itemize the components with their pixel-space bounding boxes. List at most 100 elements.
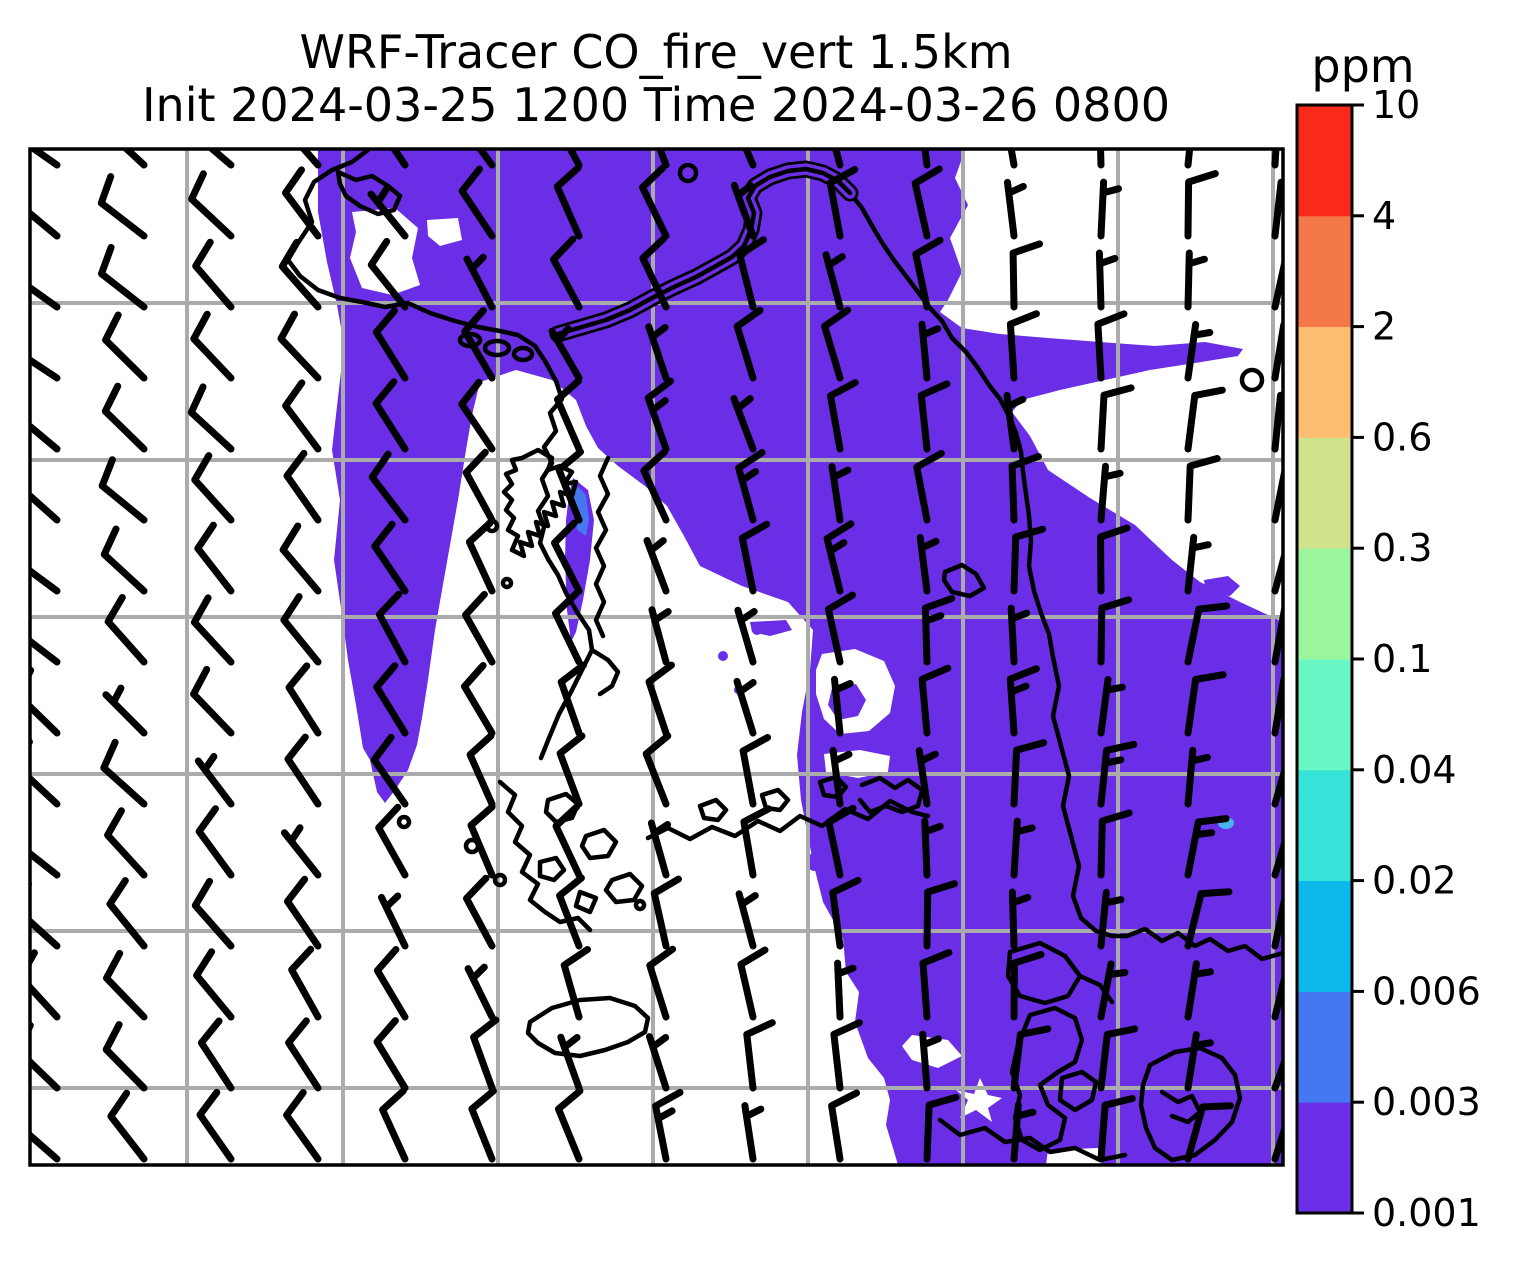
wind-barb [470, 1016, 500, 1092]
wind-barb [739, 734, 772, 808]
wind-barb [557, 661, 587, 737]
wind-barb [278, 238, 322, 311]
wind-barb [1184, 321, 1214, 382]
wind-barb [1008, 453, 1042, 524]
wind-barb [915, 747, 939, 808]
wind-barb [284, 733, 322, 808]
wind-barb [1184, 1031, 1214, 1092]
wind-barb [652, 1088, 684, 1163]
wind-barb [566, 149, 583, 169]
wind-barb [738, 520, 771, 595]
wind-barb [373, 662, 409, 737]
wind-barb [98, 456, 148, 524]
wind-barb [827, 379, 859, 453]
wind-barb [30, 421, 61, 453]
wind-barb [1097, 524, 1131, 595]
wind-barb [367, 185, 409, 240]
wind-barb [919, 1030, 942, 1092]
wind-barb [371, 520, 409, 595]
colorbar-segment [1297, 769, 1352, 882]
wind-barb [917, 380, 951, 453]
wind-barb [918, 320, 942, 382]
wind-barb [102, 311, 148, 382]
colorbar-segment [1297, 548, 1352, 660]
wind-barb [1010, 1101, 1037, 1163]
round-island [1239, 367, 1265, 393]
wind-barb [1184, 888, 1233, 950]
wind-barb [373, 1017, 409, 1092]
islet [492, 872, 508, 888]
wind-barb [1004, 178, 1027, 240]
wind-barb [30, 617, 61, 666]
wind-barb [1184, 170, 1219, 240]
wind-barb [923, 1093, 960, 1163]
wind-barb [279, 522, 322, 595]
river-centerline [555, 166, 853, 337]
wind-barb [644, 377, 674, 453]
wind-barb [1007, 149, 1018, 169]
colorbar-segment [1297, 659, 1352, 771]
wind-barb [735, 890, 759, 950]
wind-barb [828, 463, 852, 524]
wind-barb [1097, 1095, 1136, 1163]
wind-barb [552, 803, 583, 879]
wind-barb [1097, 676, 1126, 737]
wind-barb [104, 807, 148, 879]
wind-barb [467, 803, 496, 879]
wind-barb [736, 236, 767, 311]
wind-barb [923, 880, 958, 950]
wind-barb [552, 590, 583, 666]
wind-barb [192, 238, 235, 311]
wind-barb [373, 946, 409, 1021]
coastline-fjords [501, 447, 579, 559]
archipelago-blob [573, 889, 599, 915]
wind-barb [1271, 1122, 1283, 1163]
wind-barb [30, 738, 61, 808]
wind-barb [1271, 149, 1280, 169]
wind-barb [190, 310, 235, 382]
coastline-bay-loop [335, 169, 403, 217]
colorbar-tick-label: 0.001 [1372, 1191, 1481, 1235]
coastline-bottom-right [1124, 926, 1283, 962]
plot-title-line1: WRF-Tracer CO_fire_vert 1.5km [299, 25, 1012, 79]
colorbar-ticks: 0.001 0.003 0.006 0.02 0.04 0.1 0.3 0.6 2 4 10 [1352, 83, 1481, 1235]
wind-barb [1271, 254, 1283, 311]
wind-barb [97, 173, 148, 240]
wind-barb [1008, 888, 1032, 950]
wind-barb [556, 732, 586, 808]
wind-barb [832, 149, 844, 169]
wind-barb [463, 253, 496, 311]
wind-barb [648, 606, 672, 666]
wind-barb [1271, 464, 1283, 524]
wind-barb [829, 746, 853, 808]
plot-title-line2: Init 2024-03-25 1200 Time 2024-03-26 080… [142, 78, 1170, 132]
wind-barb [737, 946, 769, 1021]
wind-barb [193, 948, 235, 1021]
wind-barb [1006, 310, 1040, 382]
wind-barb [190, 594, 235, 666]
wind-barb [197, 1017, 235, 1092]
wind-barb [640, 448, 670, 524]
wind-barb [30, 1021, 61, 1092]
wind-barb [100, 525, 148, 595]
wind-barb [188, 170, 235, 240]
wind-barb [206, 149, 235, 169]
wind-barb [367, 237, 409, 311]
wind-barb [650, 875, 682, 950]
wind-barb [1010, 951, 1045, 1021]
wind-barb [921, 149, 931, 169]
wind-barb [1097, 596, 1133, 666]
wind-barb [1097, 888, 1125, 950]
colorbar-tick-label: 0.6 [1372, 415, 1432, 459]
wind-barb [1097, 809, 1133, 879]
colorbar-segment [1297, 991, 1352, 1103]
wind-barb [550, 235, 583, 311]
colorbar-segment [1297, 1102, 1352, 1214]
wind-barb [548, 325, 583, 382]
wind-barb [1184, 746, 1211, 808]
wind-barb [554, 377, 583, 453]
wind-barb [462, 590, 496, 666]
wind-barb [1271, 391, 1283, 453]
wind-barb [1184, 671, 1227, 737]
